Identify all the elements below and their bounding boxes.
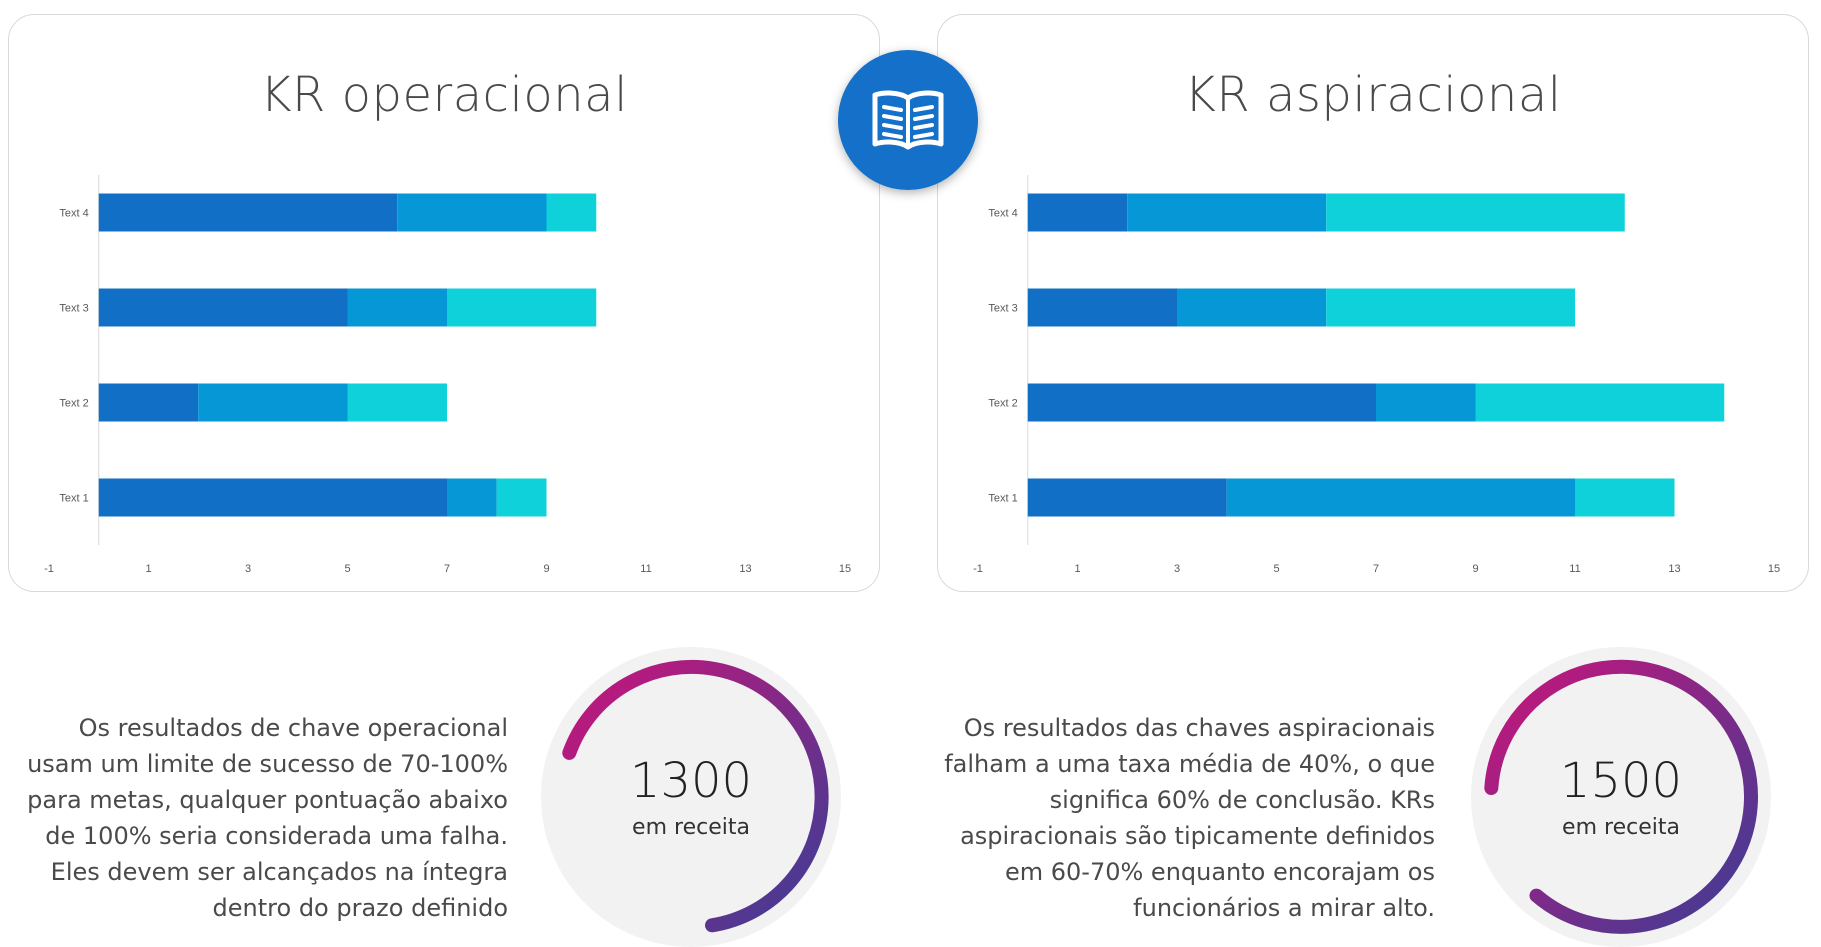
description-aspiracional: Os resultados das chaves aspiracionais f… — [944, 714, 1435, 922]
x-tick-label: 7 — [1373, 563, 1379, 575]
gauge-arc — [562, 659, 829, 933]
description-operacional: Os resultados de chave operacional usam … — [27, 714, 508, 922]
category-label: Text 4 — [59, 208, 88, 220]
category-label: Text 1 — [988, 493, 1017, 505]
x-tick-label: 9 — [543, 563, 549, 575]
bar-segment — [496, 478, 547, 517]
gauge-ring — [541, 647, 841, 947]
x-tick-label: 1 — [145, 563, 151, 575]
x-tick-label: 9 — [1472, 563, 1478, 575]
chart-card-operacional: KR operacional Text 1 Text 2 Text 3 Text 4 -… — [8, 14, 880, 592]
bar-segment — [1575, 478, 1675, 517]
category-label: Text 1 — [59, 493, 88, 505]
gauge-value: 1300 — [629, 753, 753, 809]
gauge-operacional: 1300 em receita — [541, 647, 841, 947]
category-label: Text 4 — [988, 208, 1017, 220]
bar-segment — [1027, 478, 1227, 517]
category-label: Text 3 — [988, 303, 1017, 315]
bar-segment — [1177, 288, 1327, 327]
bar-segment — [98, 478, 447, 517]
x-tick-label: 1 — [1074, 563, 1080, 575]
bar-segment — [98, 193, 398, 232]
gauge-label: em receita — [632, 815, 750, 840]
bar-segment — [198, 383, 348, 422]
bar-segment — [397, 193, 547, 232]
bar-segment — [1326, 193, 1625, 232]
x-tick-label: 11 — [640, 563, 651, 575]
x-tick-label: 5 — [1273, 563, 1279, 575]
bar-segment — [1027, 288, 1177, 327]
bar-segment — [1127, 193, 1327, 232]
gauge-value: 1500 — [1559, 753, 1683, 809]
x-tick-label: 3 — [245, 563, 251, 575]
bar-segment — [98, 383, 199, 422]
bar-segment — [347, 288, 447, 327]
gauge-aspiracional: 1500 em receita — [1471, 647, 1771, 947]
x-tick-label: -1 — [973, 563, 983, 575]
bar-segment — [546, 193, 597, 232]
bar-segment — [1376, 383, 1476, 422]
bar-segment — [447, 288, 597, 327]
category-label: Text 3 — [59, 303, 88, 315]
bar-segment — [347, 383, 447, 422]
bar-segment — [1027, 383, 1376, 422]
chart-card-aspiracional: KR aspiracional Text 1 Text 2 Text 3 Text 4… — [937, 14, 1809, 592]
bar-segment — [1326, 288, 1575, 327]
category-label: Text 2 — [988, 398, 1017, 410]
x-tick-label: 13 — [739, 563, 751, 575]
gauge-background — [541, 647, 841, 947]
open-book-badge — [838, 50, 978, 190]
x-tick-label: -1 — [44, 563, 54, 575]
gauge-arc — [1484, 659, 1758, 934]
gauge-label: em receita — [1562, 815, 1680, 840]
x-tick-label: 3 — [1174, 563, 1180, 575]
chart-title: KR aspiracional — [1184, 67, 1562, 123]
open-book-icon — [872, 90, 944, 150]
x-tick-label: 7 — [444, 563, 450, 575]
x-tick-label: 15 — [1768, 563, 1780, 575]
bar-segment — [98, 288, 348, 327]
bar-segment — [447, 478, 497, 517]
bar-segment — [1027, 193, 1128, 232]
gauge-background — [1471, 647, 1771, 947]
gauge-ring — [1471, 647, 1771, 947]
x-tick-label: 11 — [1569, 563, 1580, 575]
chart-title: KR operacional — [260, 67, 628, 123]
x-tick-label: 5 — [344, 563, 350, 575]
bar-segment — [1226, 478, 1575, 517]
x-tick-label: 13 — [1668, 563, 1680, 575]
bar-segment — [1475, 383, 1725, 422]
category-label: Text 2 — [59, 398, 88, 410]
x-tick-label: 15 — [839, 563, 851, 575]
